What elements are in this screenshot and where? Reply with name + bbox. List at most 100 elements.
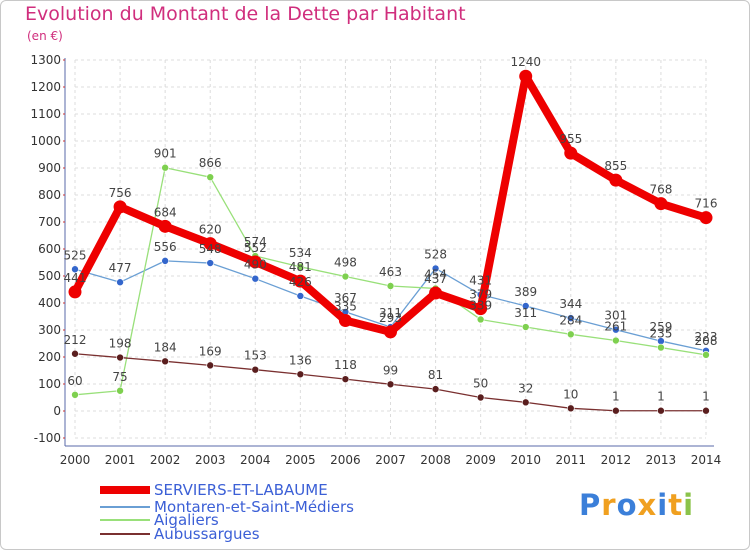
brand-letter: o bbox=[616, 488, 638, 522]
data-point bbox=[521, 398, 530, 407]
y-tick-label: 1300 bbox=[30, 53, 61, 67]
legend-label: Montaren-et-Saint-Médiers bbox=[154, 498, 354, 516]
data-label: 50 bbox=[473, 377, 488, 391]
data-point bbox=[654, 197, 668, 211]
data-label: 311 bbox=[514, 306, 537, 320]
data-point bbox=[296, 263, 305, 271]
data-label: 490 bbox=[244, 258, 267, 272]
data-point bbox=[116, 353, 124, 362]
x-tick-label: 2005 bbox=[285, 453, 316, 467]
data-label: 498 bbox=[334, 256, 357, 270]
label-layer: 212 198 184 169 153 136 118 99 81 50 32 10 1 1 1 60 75 90… bbox=[64, 55, 718, 404]
data-label: 223 bbox=[695, 330, 718, 344]
data-label: 463 bbox=[379, 265, 402, 279]
data-label: 136 bbox=[289, 353, 312, 367]
brand-letter: i bbox=[657, 488, 669, 522]
data-point bbox=[612, 325, 620, 334]
legend-label: SERVIERS-ET-LABAUME bbox=[154, 481, 328, 499]
legend-label: Aubussargues bbox=[154, 525, 260, 543]
x-tick-label: 2007 bbox=[375, 453, 406, 467]
brand-letter: t bbox=[668, 488, 684, 522]
data-point bbox=[116, 278, 124, 287]
data-point bbox=[71, 265, 79, 274]
x-tick-label: 2012 bbox=[601, 453, 632, 467]
data-point bbox=[71, 390, 79, 399]
data-label: 454 bbox=[424, 267, 447, 281]
y-tick-label: 600 bbox=[38, 242, 61, 256]
x-tick-label: 2013 bbox=[646, 453, 677, 467]
data-label: 866 bbox=[199, 156, 222, 170]
data-label: 81 bbox=[428, 368, 443, 382]
data-label: 235 bbox=[649, 327, 672, 341]
data-label: 620 bbox=[199, 223, 222, 237]
data-label: 339 bbox=[469, 298, 492, 312]
brand-letter: P bbox=[579, 488, 602, 522]
data-point bbox=[702, 351, 710, 359]
data-label: 118 bbox=[334, 358, 357, 372]
x-tick-label: 2010 bbox=[510, 453, 541, 467]
data-label: 99 bbox=[383, 363, 398, 377]
data-point bbox=[521, 302, 530, 310]
data-label: 437 bbox=[424, 272, 447, 286]
data-point bbox=[474, 302, 488, 316]
data-label: 481 bbox=[289, 260, 312, 274]
data-label: 10 bbox=[563, 387, 578, 401]
data-point bbox=[293, 274, 307, 288]
chart-title: Evolution du Montant de la Dette par Hab… bbox=[25, 3, 466, 25]
data-label: 574 bbox=[244, 235, 267, 249]
y-tick-label: 300 bbox=[38, 323, 61, 337]
y-tick-label: -100 bbox=[34, 431, 61, 445]
x-tick-label: 2003 bbox=[195, 453, 226, 467]
data-point bbox=[566, 330, 575, 339]
data-label: 1 bbox=[612, 390, 620, 404]
data-point bbox=[206, 173, 215, 181]
data-point bbox=[386, 282, 395, 290]
data-label: 344 bbox=[559, 297, 582, 311]
data-label: 716 bbox=[695, 197, 718, 211]
data-label: 379 bbox=[469, 288, 492, 302]
y-tick-label: 0 bbox=[53, 404, 61, 418]
data-label: 75 bbox=[112, 370, 127, 384]
data-point bbox=[657, 406, 665, 415]
y-tick-label: 700 bbox=[38, 215, 61, 229]
data-label: 955 bbox=[559, 132, 582, 146]
data-point bbox=[248, 255, 262, 269]
data-label: 901 bbox=[154, 147, 177, 161]
data-point bbox=[476, 393, 485, 402]
data-label: 756 bbox=[109, 186, 132, 200]
data-label: 1240 bbox=[510, 55, 541, 69]
data-point bbox=[341, 272, 350, 281]
data-point bbox=[71, 349, 79, 358]
x-tick-label: 2008 bbox=[420, 453, 451, 467]
y-tick-label: 1200 bbox=[30, 80, 61, 94]
data-point bbox=[158, 219, 172, 233]
y-tick-label: 1000 bbox=[30, 134, 61, 148]
data-point bbox=[296, 370, 305, 379]
data-label: 60 bbox=[67, 374, 82, 388]
data-point bbox=[612, 406, 620, 415]
y-tick-label: 500 bbox=[38, 269, 61, 283]
series-layer bbox=[68, 69, 713, 415]
data-label: 684 bbox=[154, 205, 177, 219]
x-tick-label: 2014 bbox=[691, 453, 722, 467]
data-point bbox=[116, 386, 124, 395]
brand-letter: i bbox=[683, 488, 695, 522]
data-label: 477 bbox=[109, 261, 132, 275]
data-label: 293 bbox=[379, 311, 402, 325]
x-tick-label: 2002 bbox=[150, 453, 181, 467]
data-label: 261 bbox=[604, 320, 627, 334]
data-point bbox=[338, 314, 352, 328]
brand-letter: x bbox=[637, 488, 658, 522]
data-point bbox=[386, 380, 395, 389]
x-tick-label: 2004 bbox=[240, 453, 271, 467]
data-label: 525 bbox=[64, 248, 87, 262]
x-tick-label: 2000 bbox=[60, 453, 91, 467]
data-point bbox=[566, 404, 575, 413]
data-point bbox=[341, 375, 350, 383]
data-point bbox=[384, 325, 397, 339]
data-label: 169 bbox=[199, 344, 222, 358]
data-point bbox=[203, 237, 217, 251]
x-tick-label: 2009 bbox=[465, 453, 496, 467]
